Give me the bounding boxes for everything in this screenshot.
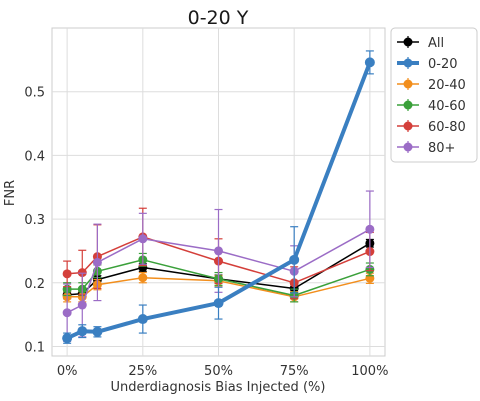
series-0-20 [62,50,375,344]
data-point [77,300,87,310]
legend-item: 80+ [397,141,455,156]
legend-label: 40-60 [428,99,466,114]
legend-label: 80+ [428,141,455,156]
legend-label: 60-80 [428,120,466,135]
legend-item: All [397,36,444,51]
data-point [213,298,224,309]
data-point [92,257,102,267]
data-point [289,254,300,265]
series-60-80 [62,207,375,300]
data-point [77,326,88,337]
x-tick-label: 0% [57,364,78,379]
data-point [62,269,72,279]
x-tick-label: 50% [204,364,233,379]
legend-label: All [428,36,444,51]
legend-swatch-marker [403,142,413,152]
legend-item: 40-60 [397,99,466,114]
legend-swatch-marker [403,121,413,131]
legend-item: 0-20 [397,57,458,72]
x-axis-label: Underdiagnosis Bias Injected (%) [111,380,326,395]
data-point [62,333,73,344]
y-tick-label: 0.5 [24,86,45,101]
data-point [214,246,223,256]
legend-swatch-marker [403,100,413,110]
x-tick-label: 100% [351,364,388,379]
plot-area: 0.1 0.2 0.3 0.4 0.5 0% 25% 50% 75% 100% [24,27,388,379]
data-point [62,308,72,318]
y-tick-label: 0.3 [24,213,45,228]
legend-item: 20-40 [397,78,466,93]
legend-swatch-marker [403,37,413,47]
legend-label: 0-20 [428,57,458,72]
y-axis-label: FNR [3,180,18,206]
data-point [138,273,148,283]
legend-swatch-marker [403,79,413,89]
data-point [92,326,103,337]
legend: All 0-20 20-40 40-60 60-80 80+ [390,27,478,163]
chart-title: 0-20 Y [188,7,249,29]
data-point [137,314,148,325]
x-tick-label: 25% [128,364,157,379]
y-tick-label: 0.1 [24,340,45,355]
data-point [138,234,148,244]
legend-swatch-marker [403,58,413,68]
legend-item: 60-80 [397,120,466,135]
data-point [364,57,375,68]
y-tick-label: 0.4 [24,149,45,164]
x-tick-label: 75% [280,364,309,379]
data-point [365,224,375,234]
data-point [77,268,87,278]
y-tick-label: 0.2 [24,277,45,292]
legend-label: 20-40 [428,78,466,93]
